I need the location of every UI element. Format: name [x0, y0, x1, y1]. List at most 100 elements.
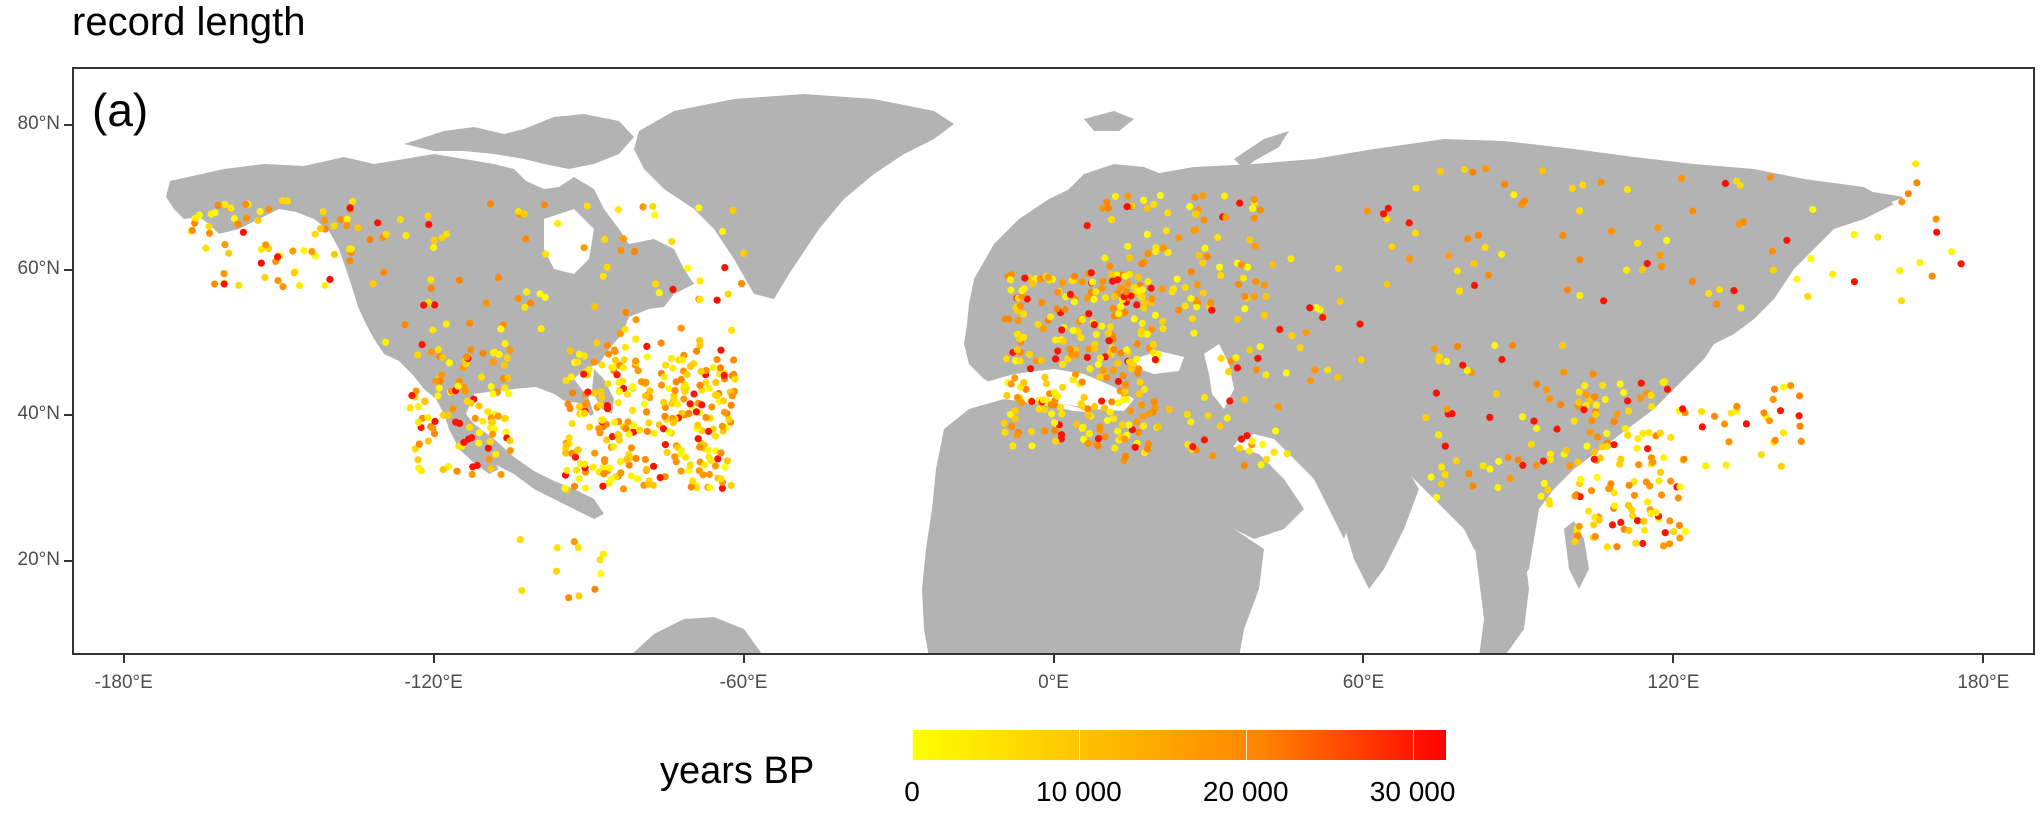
site-point [501, 340, 509, 348]
site-point [211, 280, 219, 288]
site-point [604, 405, 612, 413]
site-point [1011, 374, 1019, 382]
site-point [565, 434, 573, 442]
site-point [1101, 433, 1109, 441]
site-point [1272, 427, 1280, 435]
site-point [1151, 356, 1159, 364]
site-point [615, 436, 624, 444]
site-point [1190, 329, 1198, 337]
site-point [1730, 287, 1738, 295]
site-point [234, 220, 242, 228]
site-point [1020, 285, 1029, 293]
site-point [1570, 417, 1578, 425]
site-point [414, 403, 422, 411]
site-point [1617, 518, 1625, 526]
site-point [1530, 417, 1538, 425]
site-point [686, 400, 694, 408]
site-point [632, 335, 640, 343]
site-point [1779, 429, 1787, 437]
site-point [1084, 405, 1092, 413]
site-point [1199, 289, 1207, 297]
site-point [1630, 491, 1639, 499]
site-point [1591, 393, 1599, 401]
site-point [1896, 267, 1904, 275]
site-point [1134, 369, 1142, 377]
site-point [1121, 272, 1129, 280]
site-point [1117, 349, 1125, 357]
site-point [1620, 388, 1628, 397]
site-point [1460, 165, 1468, 174]
site-point [1585, 507, 1593, 515]
site-point [1306, 304, 1314, 312]
site-point [1079, 423, 1087, 431]
site-point [1159, 244, 1167, 252]
site-point [439, 466, 447, 474]
site-point [565, 594, 573, 602]
site-point [1705, 289, 1713, 298]
site-point [542, 250, 550, 258]
site-point [1143, 230, 1151, 238]
site-point [1639, 429, 1647, 437]
site-point [1117, 303, 1125, 311]
site-point [677, 450, 685, 458]
site-point [1134, 273, 1142, 281]
site-point [728, 392, 736, 400]
site-point [1002, 355, 1011, 363]
site-point [1455, 287, 1464, 295]
site-point [1302, 329, 1310, 337]
site-point [1787, 382, 1795, 390]
site-point [220, 280, 228, 288]
site-point [1175, 234, 1183, 242]
site-point [402, 231, 410, 240]
site-point [1592, 401, 1600, 409]
site-point [497, 470, 505, 479]
site-point [343, 215, 351, 223]
site-point [1655, 477, 1663, 485]
site-point [1465, 470, 1473, 478]
site-point [621, 343, 630, 351]
site-point [1581, 382, 1589, 390]
site-point [1363, 207, 1371, 215]
site-point [445, 359, 453, 367]
site-point [1066, 345, 1074, 353]
site-point [1084, 411, 1092, 419]
site-point [659, 425, 668, 433]
site-point [1547, 456, 1555, 464]
site-point [1164, 209, 1172, 217]
site-point [475, 439, 483, 447]
site-point [1096, 354, 1104, 362]
map-panel: (a) [72, 67, 2035, 655]
site-point [1656, 251, 1664, 259]
site-point [488, 430, 497, 438]
site-point [257, 245, 265, 253]
site-point [688, 477, 697, 485]
site-point [506, 437, 514, 445]
site-point [661, 412, 669, 420]
site-point [1246, 346, 1254, 354]
site-point [1100, 404, 1108, 412]
site-point [598, 393, 606, 401]
site-point [1092, 288, 1100, 296]
site-point [278, 197, 286, 205]
site-point [610, 418, 619, 426]
site-point [1191, 226, 1200, 234]
site-point [1283, 450, 1291, 458]
site-point [712, 378, 720, 386]
site-point [1659, 542, 1668, 550]
site-point [1104, 204, 1112, 212]
site-point [1670, 528, 1678, 536]
site-point [500, 361, 508, 369]
site-point [463, 397, 471, 405]
site-point [1577, 475, 1585, 483]
site-point [624, 418, 632, 426]
site-point [599, 464, 607, 472]
x-tick-mark [742, 655, 745, 663]
site-point [468, 470, 476, 478]
site-point [1432, 389, 1440, 397]
site-point [1099, 277, 1107, 285]
land-novaya-zemlya [1234, 131, 1289, 169]
site-point [1078, 378, 1086, 386]
site-point [1086, 365, 1094, 373]
site-point [1121, 452, 1129, 460]
site-point [1077, 334, 1085, 342]
